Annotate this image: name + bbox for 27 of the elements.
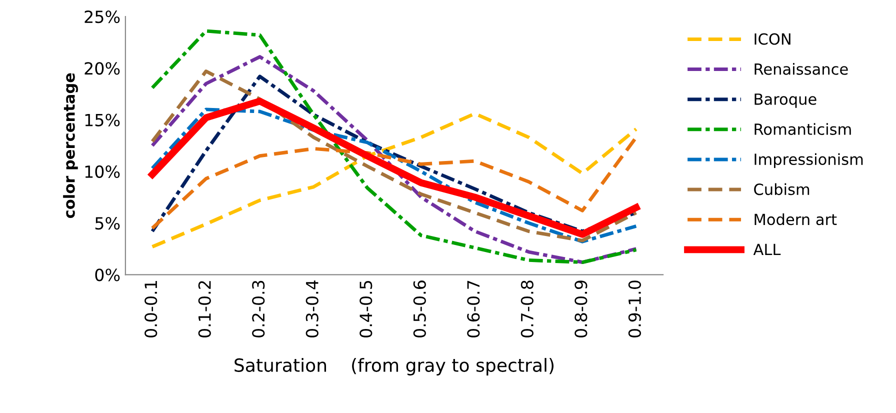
x-tick-label: 0.4-0.5 <box>360 280 372 338</box>
x-tick-label: 0.2-0.3 <box>252 280 265 338</box>
x-tick-label: 0.3-0.4 <box>306 280 318 338</box>
legend-label: Cubism <box>754 183 810 196</box>
x-tick-label: 0.6-0.7 <box>467 280 480 338</box>
x-tick-label: 0.1-0.2 <box>198 281 211 338</box>
y-tick-label: 0% <box>95 268 120 282</box>
line-series <box>150 136 638 230</box>
y-tick-label: 20% <box>84 62 120 75</box>
y-tick-label: 5% <box>95 216 120 230</box>
legend-label: Modern art <box>754 213 837 226</box>
legend-label: Impressionism <box>754 153 863 168</box>
y-tick-label: 25% <box>84 10 120 24</box>
y-axis-title: color percentage <box>63 73 78 218</box>
legend-label: Romanticism <box>754 123 851 135</box>
x-tick-label: 0.8-0.9 <box>574 280 588 338</box>
y-tick-label: 10% <box>85 165 120 178</box>
legend-label: Renaissance <box>754 63 848 75</box>
x-tick-label: 0.9-1.0 <box>628 280 641 338</box>
x-tick-label: 0.5-0.6 <box>413 280 426 338</box>
x-tick-label: 0.0-0.1 <box>144 281 158 338</box>
legend-label: Baroque <box>754 94 816 108</box>
x-axis-title: Saturation (from gray to spectral) <box>234 358 554 376</box>
legend-label: ICON <box>754 33 790 45</box>
x-tick-label: 0.7-0.8 <box>520 280 534 338</box>
y-tick-label: 15% <box>85 114 120 126</box>
legend-label: ALL <box>753 244 781 256</box>
